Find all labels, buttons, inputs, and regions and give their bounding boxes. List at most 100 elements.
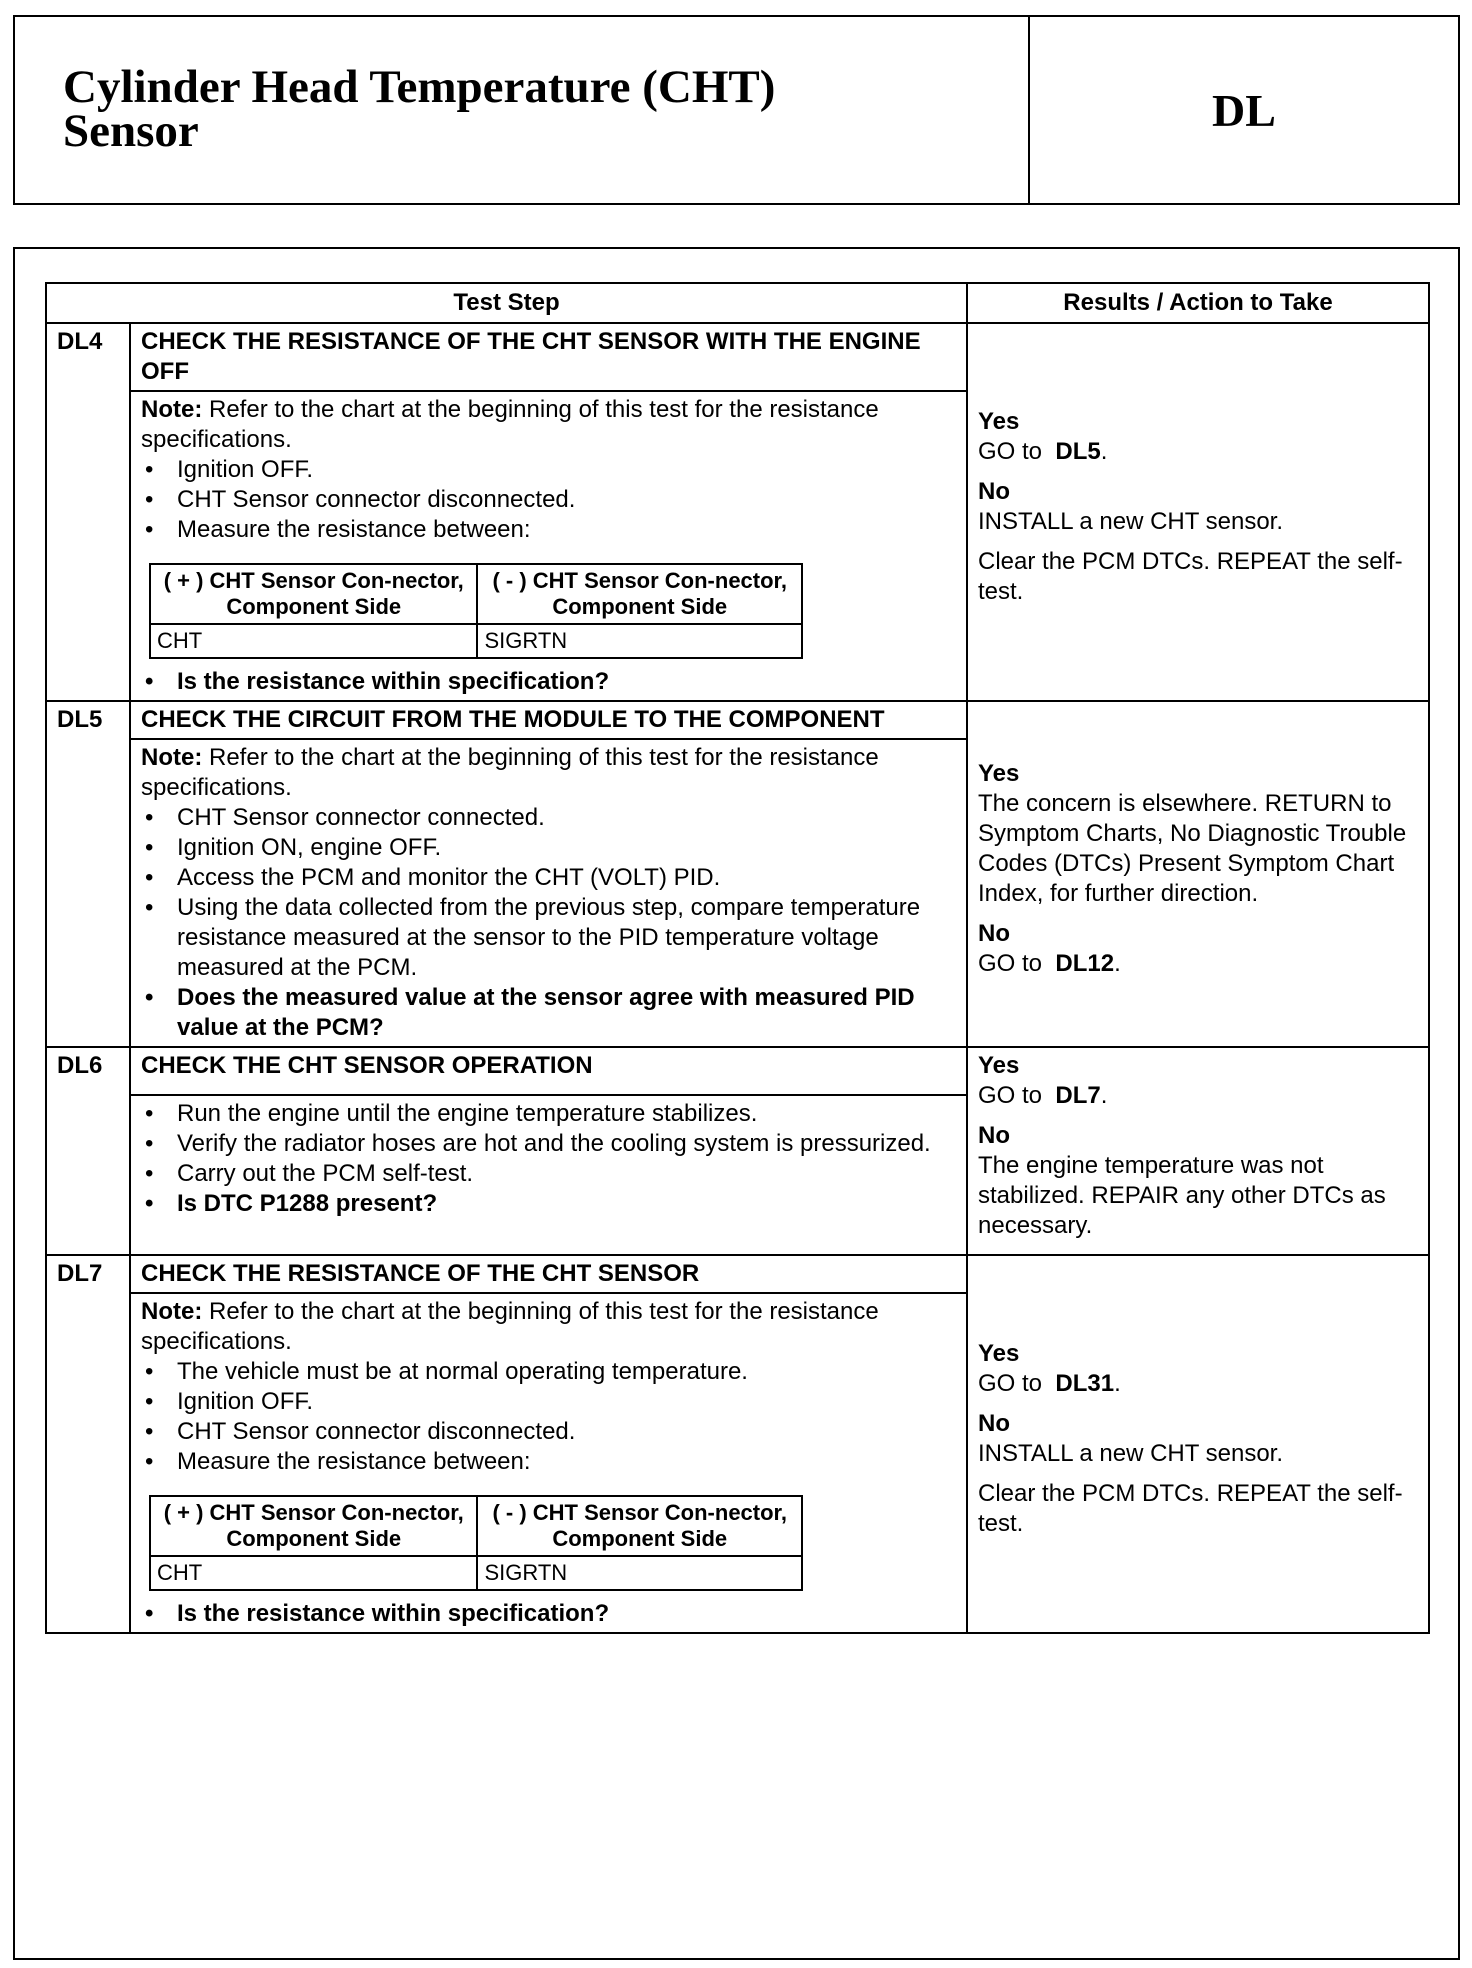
step-heading-row: DL5 CHECK THE CIRCUIT FROM THE MODULE TO … <box>45 700 1430 1048</box>
punct: . <box>1114 1370 1121 1397</box>
note-label: Note: <box>141 744 203 771</box>
step-heading: CHECK THE RESISTANCE OF THE CHT SENSOR W… <box>129 322 968 392</box>
result: Yes GO to DL5. <box>978 407 1418 467</box>
result-text: The engine temperature was not stabilize… <box>978 1151 1418 1241</box>
note: Note: Refer to the chart at the beginnin… <box>141 395 956 455</box>
blank <box>45 1293 131 1634</box>
result: Yes GO to DL31. <box>978 1339 1418 1399</box>
note-label: Note: <box>141 396 203 423</box>
result-label: Yes <box>978 1340 1020 1367</box>
action-text: INSTALL a new CHT sensor. <box>978 508 1284 535</box>
measure-header: ( + ) CHT Sensor Con-nector, Component S… <box>148 1495 479 1557</box>
measure-table: ( + ) CHT Sensor Con-nector, Component S… <box>148 1495 803 1591</box>
results: Yes GO to DL31. No INSTALL a new CHT sensor… <box>966 1254 1430 1634</box>
bullet: The vehicle must be at normal operating … <box>141 1357 956 1387</box>
measure-header-row: ( + ) CHT Sensor Con-nector, Component S… <box>148 563 803 625</box>
result: Yes The concern is elsewhere. RETURN to S… <box>978 759 1418 909</box>
note-text: Refer to the chart at the beginning of t… <box>141 1298 879 1355</box>
results: Yes The concern is elsewhere. RETURN to S… <box>966 700 1430 1048</box>
step-heading-row: DL4 CHECK THE RESISTANCE OF THE CHT SENSO… <box>45 322 1430 702</box>
step-id: DL7 <box>45 1254 131 1293</box>
question: Is the resistance within specification? <box>141 1599 956 1629</box>
result-text: INSTALL a new CHT sensor. <box>978 1439 1418 1469</box>
action-text: GO to <box>978 950 1043 977</box>
step-heading-row: DL7 CHECK THE RESISTANCE OF THE CHT SENSO… <box>45 1254 1430 1634</box>
content-box: Test Step Results / Action to Take DL4 CH… <box>13 247 1460 1960</box>
step-id: DL4 <box>45 322 131 391</box>
bullet: Measure the resistance between: <box>141 515 956 545</box>
measure-header: ( + ) CHT Sensor Con-nector, Component S… <box>148 563 479 625</box>
measure-header: ( - ) CHT Sensor Con-nector, Component S… <box>476 563 803 625</box>
step-ref: DL31 <box>1055 1370 1115 1397</box>
measure-header: ( - ) CHT Sensor Con-nector, Component S… <box>476 1495 803 1557</box>
result-text: GO to DL12. <box>978 949 1418 979</box>
step-heading: CHECK THE CHT SENSOR OPERATION <box>129 1046 968 1096</box>
title-line: Cylinder Head Temperature (CHT) <box>63 61 776 113</box>
result-label: Yes <box>978 408 1020 435</box>
result: No GO to DL12. <box>978 919 1418 979</box>
result-label: Yes <box>978 760 1020 787</box>
measure-cell: CHT <box>148 1555 479 1591</box>
result-text: Clear the PCM DTCs. REPEAT the self-test… <box>978 1479 1418 1539</box>
action-text: GO to <box>978 1370 1043 1397</box>
step-body-row: Run the engine until the engine temperat… <box>45 1093 1429 1257</box>
code: DL <box>1212 84 1276 136</box>
measure-header-row: ( + ) CHT Sensor Con-nector, Component S… <box>148 1495 803 1557</box>
results: Yes GO to DL5. No INSTALL a new CHT sensor.… <box>966 322 1430 702</box>
question: Does the measured value at the sensor ag… <box>141 983 956 1043</box>
result: Yes GO to DL7. <box>978 1051 1418 1111</box>
test-table: Test Step Results / Action to Take DL4 CH… <box>45 282 1430 1634</box>
result-label: No <box>978 1410 1010 1437</box>
measure-row: CHT SIGRTN <box>148 623 803 659</box>
step-heading: CHECK THE CIRCUIT FROM THE MODULE TO THE… <box>129 700 968 740</box>
action-text: Clear the PCM DTCs. REPEAT the self-test… <box>978 1480 1403 1537</box>
title-line: Sensor <box>63 105 199 157</box>
punct: . <box>1100 1082 1108 1109</box>
result-label: No <box>978 478 1010 505</box>
measure-row: CHT SIGRTN <box>148 1555 803 1591</box>
column-header: Results / Action to Take <box>966 282 1430 324</box>
step-id: DL6 <box>45 1046 131 1095</box>
step-body: Run the engine until the engine temperat… <box>129 1093 968 1257</box>
step-ref: DL7 <box>1055 1082 1101 1109</box>
result-text: The concern is elsewhere. RETURN to Symp… <box>978 789 1418 909</box>
results: Yes GO to DL7. No The engine temperature wa… <box>966 1046 1430 1256</box>
step-heading-row: DL6 CHECK THE CHT SENSOR OPERATION Yes GO t… <box>45 1046 1430 1256</box>
note-label: Note: <box>141 1298 203 1325</box>
result: No The engine temperature was not stabili… <box>978 1121 1418 1241</box>
result-label: No <box>978 1122 1010 1149</box>
bullet: Carry out the PCM self-test. <box>141 1159 956 1189</box>
measure-cell: SIGRTN <box>476 623 803 659</box>
result-text: INSTALL a new CHT sensor. <box>978 507 1418 537</box>
step-id: DL5 <box>45 700 131 739</box>
step-body: Note: Refer to the chart at the beginnin… <box>129 738 968 1048</box>
step-body-row: Note: Refer to the chart at the beginnin… <box>45 738 1429 1048</box>
bullet: Verify the radiator hoses are hot and th… <box>141 1129 956 1159</box>
result: No INSTALL a new CHT sensor. Clear the PCM… <box>978 477 1418 607</box>
step-ref: DL12 <box>1055 950 1115 977</box>
bullet: Access the PCM and monitor the CHT (VOLT… <box>141 863 956 893</box>
step-body-row: Note: Refer to the chart at the beginnin… <box>45 390 1429 702</box>
bullet: CHT Sensor connector disconnected. <box>141 1417 956 1447</box>
result-text: Clear the PCM DTCs. REPEAT the self-test… <box>978 547 1418 607</box>
header: Cylinder Head Temperature (CHT) Sensor DL <box>13 15 1460 205</box>
column-header: Test Step <box>45 282 968 324</box>
note: Note: Refer to the chart at the beginnin… <box>141 1297 956 1357</box>
bullet: Ignition OFF. <box>141 1387 956 1417</box>
measure-table: ( + ) CHT Sensor Con-nector, Component S… <box>148 563 803 659</box>
action-text: GO to <box>978 1082 1043 1109</box>
punct: . <box>1100 438 1108 465</box>
result-text: GO to DL31. <box>978 1369 1418 1399</box>
question: Is the resistance within specification? <box>141 667 956 697</box>
note-text: Refer to the chart at the beginning of t… <box>141 396 879 453</box>
divider <box>1028 17 1030 203</box>
header-row: Test Step Results / Action to Take <box>45 282 1430 324</box>
action-text: The concern is elsewhere. RETURN to Symp… <box>978 790 1407 907</box>
bullet: Ignition ON, engine OFF. <box>141 833 956 863</box>
question: Is DTC P1288 present? <box>141 1189 956 1219</box>
step-heading: CHECK THE RESISTANCE OF THE CHT SENSOR <box>129 1254 968 1294</box>
step-body: Note: Refer to the chart at the beginnin… <box>129 390 968 702</box>
note: Note: Refer to the chart at the beginnin… <box>141 743 956 803</box>
bullet: Measure the resistance between: <box>141 1447 956 1477</box>
